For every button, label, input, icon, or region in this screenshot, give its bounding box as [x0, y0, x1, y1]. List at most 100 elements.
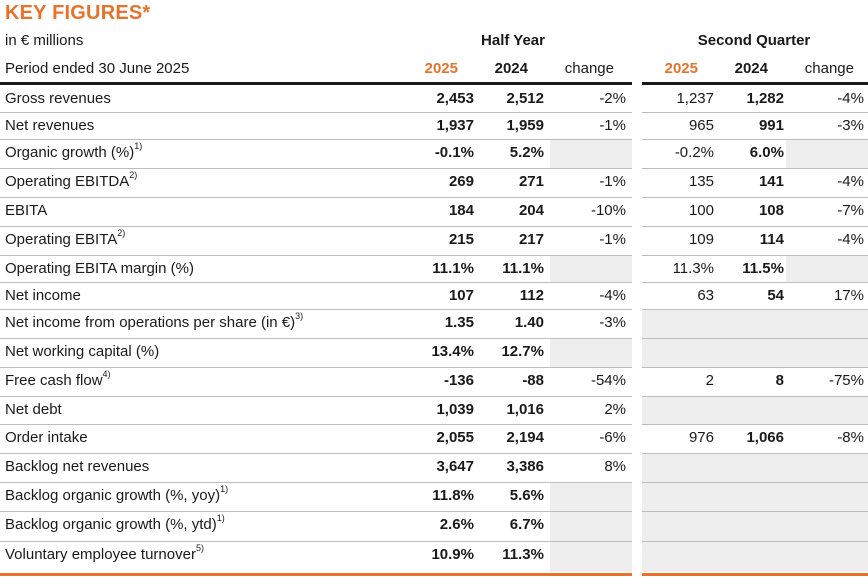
- footer-rule-left: [0, 573, 632, 576]
- cell-hy25: 11.1%: [432, 260, 474, 277]
- cell-hych: 8%: [604, 458, 626, 475]
- cell-hy24: 271: [518, 173, 544, 190]
- row-label: Backlog organic growth (%, yoy)1): [5, 484, 229, 504]
- cell-hy25: 269: [448, 173, 474, 190]
- cell-q25: 2: [705, 372, 714, 389]
- cell-hy24: -88: [522, 372, 544, 389]
- cell-hy25: 10.9%: [431, 546, 474, 563]
- empty-cell: [786, 483, 868, 511]
- empty-cell: [786, 310, 868, 338]
- unit-label: in € millions: [5, 32, 84, 49]
- row-divider: [0, 255, 632, 256]
- cell-hych: -1%: [599, 117, 626, 134]
- cell-qch: -8%: [837, 429, 864, 446]
- cell-hy24: 2,512: [506, 90, 544, 107]
- table-row: Net working capital (%) 13.4% 12.7%: [0, 339, 868, 367]
- cell-q24: 108: [758, 202, 784, 219]
- row-label: Free cash flow4): [5, 369, 111, 389]
- table-row: Net debt 1,039 1,016 2%: [0, 397, 868, 424]
- cell-q25: 11.3%: [672, 260, 714, 277]
- row-divider: [642, 541, 868, 542]
- row-label: Operating EBITDA2): [5, 170, 138, 190]
- empty-cell: [642, 397, 716, 424]
- footer-rule-right: [642, 573, 868, 576]
- footnote-marker: 2): [129, 170, 138, 180]
- cell-hych: -3%: [599, 314, 626, 331]
- row-divider: [0, 396, 632, 397]
- header-rule-right: [642, 82, 868, 85]
- table-row: Voluntary employee turnover5) 10.9% 11.3%: [0, 542, 868, 572]
- empty-cell: [786, 512, 868, 541]
- row-divider: [0, 338, 632, 339]
- row-divider: [642, 309, 868, 310]
- cell-qch: -3%: [837, 117, 864, 134]
- empty-cell: [642, 483, 716, 511]
- empty-cell: [550, 512, 632, 541]
- row-divider: [642, 139, 868, 140]
- cell-q24: 991: [758, 117, 784, 134]
- half-year-2025-header: 2025: [424, 60, 458, 77]
- half-year-heading: Half Year: [481, 32, 545, 49]
- row-divider: [0, 139, 632, 140]
- cell-hy25: 13.4%: [431, 343, 474, 360]
- row-label: Operating EBITA margin (%): [5, 260, 194, 277]
- cell-hy25: 11.8%: [432, 487, 474, 504]
- empty-cell: [716, 310, 786, 338]
- table-row: Net income from operations per share (in…: [0, 310, 868, 338]
- cell-hych: -6%: [599, 429, 626, 446]
- empty-cell: [716, 483, 786, 511]
- second-quarter-heading: Second Quarter: [697, 32, 811, 49]
- table-row: Organic growth (%)1) -0.1% 5.2% -0.2% 6.0%: [0, 140, 868, 168]
- cell-hych: -54%: [590, 372, 626, 389]
- quarter-2024-header: 2024: [734, 60, 768, 77]
- quarter-2025-header: 2025: [664, 60, 698, 77]
- footnote-marker: 1): [216, 513, 225, 523]
- table-row: Backlog net revenues 3,647 3,386 8%: [0, 454, 868, 482]
- empty-cell: [550, 140, 632, 168]
- row-label: Backlog net revenues: [5, 458, 150, 475]
- cell-q25: 1,237: [676, 90, 714, 107]
- table-row: Backlog organic growth (%, ytd)1) 2.6% 6.7…: [0, 512, 868, 541]
- cell-q24: 8: [775, 372, 784, 389]
- cell-hy25: 3,647: [436, 458, 474, 475]
- cell-hy25: 107: [448, 287, 474, 304]
- row-label: Net working capital (%): [5, 343, 160, 360]
- footnote-marker: 4): [102, 369, 111, 379]
- row-divider: [642, 511, 868, 512]
- row-divider: [0, 226, 632, 227]
- row-divider: [642, 453, 868, 454]
- cell-hy25: -136: [443, 372, 474, 389]
- row-divider: [0, 197, 632, 198]
- empty-cell: [716, 512, 786, 541]
- cell-q25: 965: [688, 117, 714, 134]
- cell-hy24: 5.2%: [509, 144, 544, 161]
- table-row: EBITA 184 204 -10% 100 108 -7%: [0, 198, 868, 226]
- row-divider: [642, 424, 868, 425]
- cell-hy24: 12.7%: [501, 343, 544, 360]
- row-label: Voluntary employee turnover5): [5, 543, 204, 563]
- row-divider: [0, 282, 632, 283]
- row-divider: [642, 282, 868, 283]
- footnote-marker: 2): [117, 228, 126, 238]
- table-row: Operating EBITA2) 215 217 -1% 109 114 -4%: [0, 227, 868, 255]
- row-label: Backlog organic growth (%, ytd)1): [5, 513, 225, 533]
- cell-hy24: 204: [518, 202, 544, 219]
- cell-q25: 976: [688, 429, 714, 446]
- row-label: Gross revenues: [5, 90, 111, 107]
- cell-hy24: 217: [518, 231, 544, 248]
- row-label: EBITA: [5, 202, 48, 219]
- empty-cell: [786, 256, 868, 282]
- table-row: Free cash flow4) -136 -88 -54% 2 8 -75%: [0, 368, 868, 396]
- cell-hy25: 1,937: [436, 117, 474, 134]
- cell-hy24: 2,194: [506, 429, 544, 446]
- cell-q25: -0.2%: [674, 144, 714, 161]
- cell-hych: -2%: [599, 90, 626, 107]
- table-row: Net income 107 112 -4% 63 54 17%: [0, 283, 868, 309]
- cell-qch: -75%: [828, 372, 864, 389]
- header-rule-left: [0, 82, 632, 85]
- cell-qch: -4%: [837, 90, 864, 107]
- cell-hy25: 215: [448, 231, 474, 248]
- period-label: Period ended 30 June 2025: [5, 60, 190, 77]
- table-row: Operating EBITDA2) 269 271 -1% 135 141 -4%: [0, 169, 868, 197]
- cell-hy24: 3,386: [506, 458, 544, 475]
